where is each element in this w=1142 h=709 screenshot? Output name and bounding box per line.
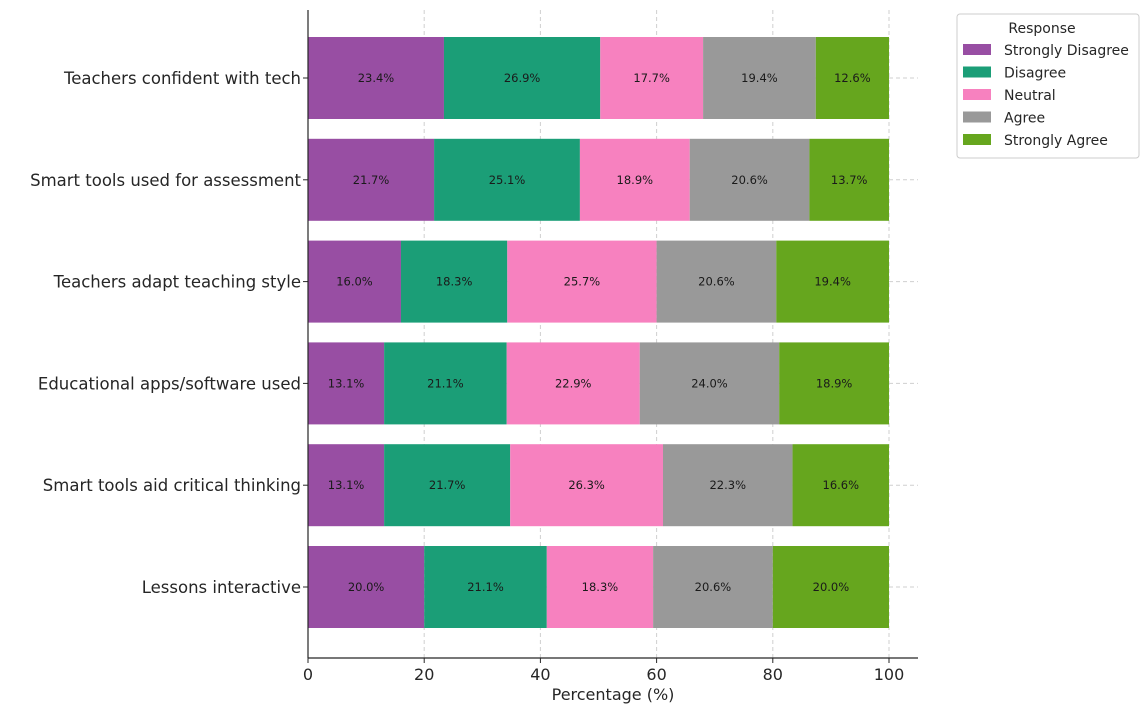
bar-segment xyxy=(653,546,773,628)
category-label: Lessons interactive xyxy=(142,578,301,597)
legend-swatch xyxy=(963,89,991,100)
data-label: 17.7% xyxy=(633,71,670,85)
legend-entry: Neutral xyxy=(1004,88,1056,104)
data-label: 18.3% xyxy=(582,580,619,594)
x-axis-title: Percentage (%) xyxy=(552,685,675,704)
x-tick-label: 20 xyxy=(414,665,434,684)
data-label: 24.0% xyxy=(691,376,728,390)
data-label: 16.0% xyxy=(336,275,373,289)
category-labels: Teachers confident with tech Smart tools … xyxy=(30,69,301,597)
axes-layer xyxy=(307,10,918,659)
data-label: 20.0% xyxy=(348,580,385,594)
data-label: 20.6% xyxy=(695,580,732,594)
bar-segment xyxy=(506,342,640,425)
legend: Response Strongly Disagree Disagree Neutra… xyxy=(956,13,1140,159)
data-label: 22.9% xyxy=(555,376,592,390)
data-label: 18.9% xyxy=(816,376,853,390)
data-label: 25.1% xyxy=(489,173,526,187)
legend-frame xyxy=(956,13,1140,159)
data-label: 23.4% xyxy=(358,71,395,85)
category-label: Educational apps/software used xyxy=(38,374,301,393)
bar-segment xyxy=(772,546,889,628)
data-label: 12.6% xyxy=(834,71,871,85)
legend-entry: Disagree xyxy=(1004,66,1066,82)
data-label: 19.4% xyxy=(814,275,851,289)
category-label: Smart tools aid critical thinking xyxy=(43,476,301,495)
data-label: 19.4% xyxy=(741,71,778,85)
ticks-layer: 0 20 40 60 80 100 xyxy=(303,77,905,684)
category-label: Teachers adapt teaching style xyxy=(53,273,301,292)
data-label: 26.9% xyxy=(504,71,541,85)
data-label: 21.7% xyxy=(353,173,390,187)
data-label: 25.7% xyxy=(564,275,601,289)
bars-layer: 23.4% 26.9% 17.7% 19.4% 12.6% 21.7% 25.1% 18.9%… xyxy=(308,37,889,628)
x-tick-label: 100 xyxy=(874,665,905,684)
data-label: 16.6% xyxy=(823,478,860,492)
data-label: 21.1% xyxy=(467,580,504,594)
data-label: 13.1% xyxy=(328,478,365,492)
bar-segment xyxy=(656,240,777,323)
data-label: 18.3% xyxy=(436,275,473,289)
data-label: 20.0% xyxy=(813,580,850,594)
legend-swatch xyxy=(963,111,991,123)
legend-swatch xyxy=(963,44,991,55)
data-label: 13.1% xyxy=(328,376,365,390)
bar-segment xyxy=(384,444,511,527)
data-label: 22.3% xyxy=(709,478,746,492)
bar-segment xyxy=(510,444,663,527)
x-tick-label: 60 xyxy=(646,665,666,684)
bar-segment xyxy=(600,37,704,119)
data-label: 20.6% xyxy=(731,173,768,187)
data-label: 20.6% xyxy=(698,275,735,289)
category-label: Smart tools used for assessment xyxy=(30,171,301,190)
bar-segment xyxy=(308,138,435,221)
data-label: 18.9% xyxy=(617,173,654,187)
legend-title: Response xyxy=(1008,21,1075,37)
data-label: 13.7% xyxy=(831,173,868,187)
x-tick-label: 80 xyxy=(763,665,783,684)
category-label: Teachers confident with tech xyxy=(63,69,301,88)
bar-segment xyxy=(308,240,401,323)
bar-segment xyxy=(792,444,889,527)
bar-segment xyxy=(424,546,547,628)
legend-entry: Strongly Agree xyxy=(1004,133,1108,149)
bar-segment xyxy=(384,342,507,425)
bar-segment xyxy=(776,240,889,323)
bar-segment xyxy=(308,37,444,119)
bar-segment xyxy=(546,546,654,628)
bar-segment xyxy=(308,342,385,425)
bar-segment xyxy=(809,138,889,221)
bar-segment xyxy=(308,444,385,527)
bar-segment xyxy=(400,240,508,323)
x-tick-label: 40 xyxy=(530,665,550,684)
bar-segment xyxy=(443,37,601,119)
bar-segment xyxy=(662,444,793,527)
bar-segment xyxy=(507,240,657,323)
legend-entry: Agree xyxy=(1004,111,1045,127)
data-label: 26.3% xyxy=(568,478,605,492)
data-label: 21.7% xyxy=(429,478,466,492)
bar-segment xyxy=(703,37,816,119)
x-tick-label: 0 xyxy=(303,665,313,684)
legend-entry: Strongly Disagree xyxy=(1004,43,1129,59)
bar-segment xyxy=(689,138,810,221)
bar-segment xyxy=(639,342,780,425)
legend-swatch xyxy=(963,66,991,78)
legend-swatch xyxy=(963,134,991,145)
bar-segment xyxy=(308,546,425,628)
bar-segment xyxy=(434,138,580,221)
data-label: 21.1% xyxy=(427,376,464,390)
bar-segment xyxy=(779,342,889,425)
bar-segment xyxy=(815,37,889,119)
bar-segment xyxy=(579,138,690,221)
